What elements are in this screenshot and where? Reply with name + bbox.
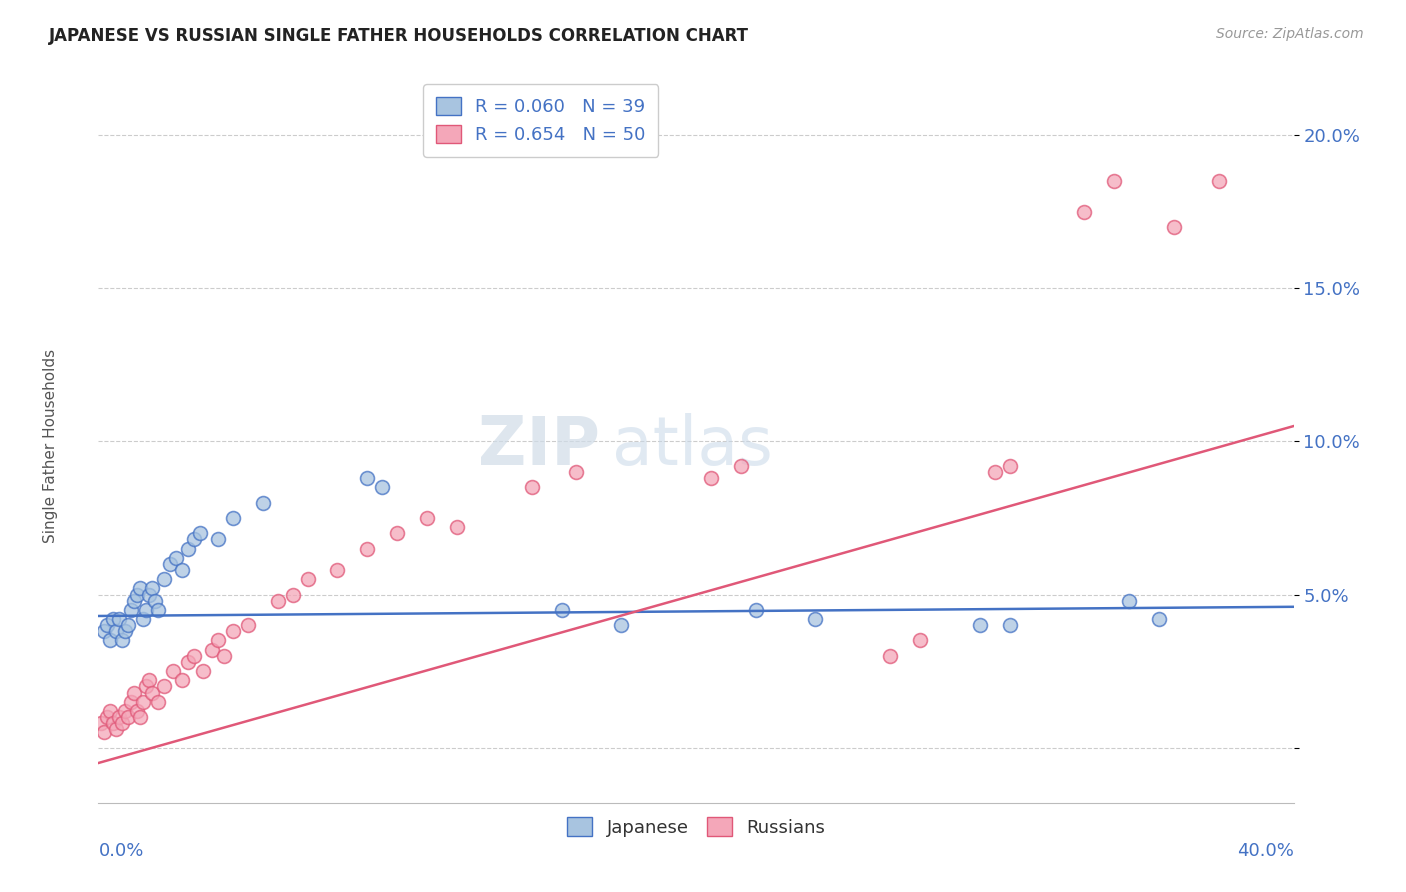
Point — [159, 557, 181, 571]
Point — [120, 695, 142, 709]
Point — [90, 716, 112, 731]
Point — [132, 695, 155, 709]
Point — [385, 526, 409, 541]
Point — [105, 624, 128, 639]
Point — [98, 704, 122, 718]
Legend: Japanese, Russians: Japanese, Russians — [560, 810, 832, 844]
Point — [1073, 204, 1095, 219]
Text: JAPANESE VS RUSSIAN SINGLE FATHER HOUSEHOLDS CORRELATION CHART: JAPANESE VS RUSSIAN SINGLE FATHER HOUSEH… — [49, 27, 749, 45]
Point — [326, 563, 349, 577]
Point — [252, 496, 274, 510]
Point — [111, 716, 134, 731]
Point — [998, 618, 1021, 632]
Point — [132, 612, 155, 626]
Point — [138, 673, 160, 688]
Point — [108, 612, 131, 626]
Point — [222, 511, 245, 525]
Point — [162, 664, 184, 678]
Point — [117, 618, 139, 632]
Point — [281, 588, 304, 602]
Point — [111, 633, 134, 648]
Text: Single Father Households: Single Father Households — [44, 349, 58, 543]
Text: ZIP: ZIP — [478, 413, 600, 479]
Point — [1163, 220, 1185, 235]
Text: 40.0%: 40.0% — [1237, 842, 1294, 860]
Point — [730, 458, 752, 473]
Point — [98, 633, 122, 648]
Point — [114, 704, 136, 718]
Point — [141, 685, 163, 699]
Point — [201, 642, 224, 657]
Text: Source: ZipAtlas.com: Source: ZipAtlas.com — [1216, 27, 1364, 41]
Point — [114, 624, 136, 639]
Point — [267, 593, 290, 607]
Point — [804, 612, 827, 626]
Point — [96, 618, 118, 632]
Point — [108, 710, 131, 724]
Point — [371, 480, 394, 494]
Point — [148, 603, 170, 617]
Point — [207, 533, 229, 547]
Point — [700, 471, 723, 485]
Point — [183, 648, 205, 663]
Point — [135, 603, 157, 617]
Point — [127, 704, 149, 718]
Point — [177, 541, 200, 556]
Point — [105, 723, 128, 737]
Point — [1208, 174, 1230, 188]
Point — [222, 624, 245, 639]
Point — [297, 572, 319, 586]
Point — [135, 680, 157, 694]
Point — [188, 526, 211, 541]
Point — [172, 563, 194, 577]
Point — [1104, 174, 1126, 188]
Point — [745, 603, 768, 617]
Point — [207, 633, 229, 648]
Point — [969, 618, 991, 632]
Point — [1147, 612, 1170, 626]
Point — [191, 664, 214, 678]
Point — [124, 593, 146, 607]
Point — [172, 673, 194, 688]
Point — [124, 685, 146, 699]
Point — [356, 541, 378, 556]
Point — [416, 511, 439, 525]
Point — [565, 465, 588, 479]
Point — [129, 710, 152, 724]
Point — [183, 533, 205, 547]
Point — [93, 624, 115, 639]
Point — [103, 612, 125, 626]
Point — [446, 520, 468, 534]
Point — [141, 582, 163, 596]
Point — [117, 710, 139, 724]
Point — [879, 648, 901, 663]
Point — [177, 655, 200, 669]
Point — [908, 633, 931, 648]
Point — [610, 618, 633, 632]
Point — [165, 550, 187, 565]
Point — [356, 471, 378, 485]
Point — [96, 710, 118, 724]
Point — [236, 618, 259, 632]
Point — [984, 465, 1007, 479]
Text: 0.0%: 0.0% — [98, 842, 143, 860]
Point — [120, 603, 142, 617]
Point — [138, 588, 160, 602]
Point — [143, 593, 166, 607]
Text: atlas: atlas — [613, 413, 773, 479]
Point — [998, 458, 1021, 473]
Point — [550, 603, 572, 617]
Point — [127, 588, 149, 602]
Point — [520, 480, 543, 494]
Point — [129, 582, 152, 596]
Point — [93, 725, 115, 739]
Point — [153, 572, 176, 586]
Point — [148, 695, 170, 709]
Point — [103, 716, 125, 731]
Point — [212, 648, 235, 663]
Point — [153, 680, 176, 694]
Point — [1118, 593, 1140, 607]
